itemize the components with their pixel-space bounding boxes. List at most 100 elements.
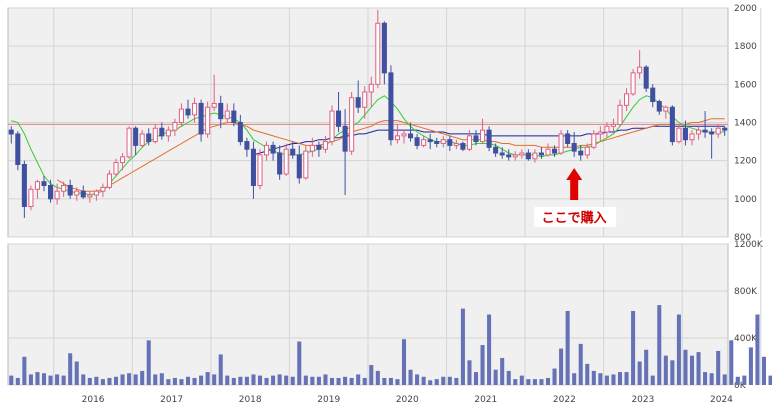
candle-down [722,127,728,131]
candle-up [139,133,145,146]
volume-bar [415,374,420,385]
volume-bar [500,357,505,385]
price-tick-label: 1400 [734,119,757,129]
volume-bar [428,380,433,385]
volume-bar [670,360,675,385]
candle-down [277,152,283,175]
volume-bar [244,376,249,385]
volume-bar [480,345,485,385]
candle-up [637,66,643,74]
volume-bar [729,340,734,385]
candle-down [669,106,675,143]
volume-bar [192,377,197,385]
volume-bar [513,379,518,385]
candle-down [159,127,165,137]
candle-down [185,108,191,116]
volume-bar [689,355,695,385]
volume-bar [179,379,184,385]
volume-bar [585,363,590,385]
candle-down [538,152,544,156]
price-panel: 800 1000 1200 1400 1600 1800 2000 [7,4,762,243]
candle-down [198,102,204,135]
volume-bar [199,375,204,385]
volume-bar [310,376,315,385]
volume-bar [657,305,662,385]
volume-bar [388,377,393,385]
candle-down [67,184,73,196]
volume-bar [251,374,256,385]
candle-down [493,146,499,154]
price-tick-label: 1000 [734,195,757,205]
volume-bar [572,373,577,385]
volume-bar [166,379,171,385]
volume-bar [68,353,73,385]
x-axis: 2016201720182019202020212022202320242025 [82,395,734,405]
volume-bar [297,341,302,385]
volume-bar [506,370,511,385]
purchase-annotation: ここで購入 [534,168,617,227]
volume-bar [532,379,537,385]
volume-bar [382,377,387,385]
volume-bar [140,370,145,385]
candle-up [401,133,407,137]
candle-up [329,110,335,143]
candle-up [624,93,630,106]
volume-bar [356,374,361,385]
candle-up [205,106,211,135]
volume-tick-label: 400K [734,334,758,344]
candle-up [362,91,368,108]
candle-down [290,148,296,156]
candle-down [342,125,348,152]
x-tick-label: 2022 [553,395,576,405]
candle-up [264,144,270,156]
volume-bar [447,376,452,385]
candle-down [650,87,656,103]
volume-bar [598,373,603,385]
x-tick-label: 2024 [710,395,733,405]
candle-down [709,131,715,135]
volume-tick-label: 0K [734,381,747,391]
volume-tick-label: 1200K [734,240,764,250]
candle-up [375,22,381,85]
candle-up [93,190,99,196]
candle-up [466,135,472,150]
volume-bar [349,377,354,385]
candle-up [87,194,93,198]
volume-bar [624,372,629,385]
price-tick-label: 800 [734,233,751,243]
candle-up [480,129,486,143]
volume-bar [9,375,14,385]
x-tick-label: 2023 [631,395,654,405]
candle-down [473,135,479,143]
x-tick-label: 2017 [160,395,183,405]
candle-up [61,184,67,192]
volume-bar [277,374,282,385]
volume-bar [231,377,236,385]
candle-down [506,154,512,158]
x-tick-label: 2019 [317,395,340,405]
candle-down [133,127,139,146]
price-tick-label: 2000 [734,4,757,14]
volume-bar [526,379,531,385]
candle-up [309,144,315,152]
volume-bar [617,372,623,385]
volume-bar [473,372,479,385]
candle-up [152,127,158,143]
volume-bar [120,374,125,385]
volume-bar [735,376,740,385]
candle-up [512,154,518,158]
volume-bar [375,370,380,385]
candle-down [336,110,342,127]
candle-up [584,146,590,156]
volume-bar [545,377,551,385]
candle-up [421,139,427,146]
candle-down [656,101,662,112]
volume-bar [650,375,655,385]
candle-up [689,133,695,141]
candle-up [663,106,669,112]
volume-bar [329,377,335,385]
volume-bar [369,365,374,385]
volume-bar [218,354,223,385]
volume-bar [153,374,158,385]
volume-bar [454,377,459,385]
